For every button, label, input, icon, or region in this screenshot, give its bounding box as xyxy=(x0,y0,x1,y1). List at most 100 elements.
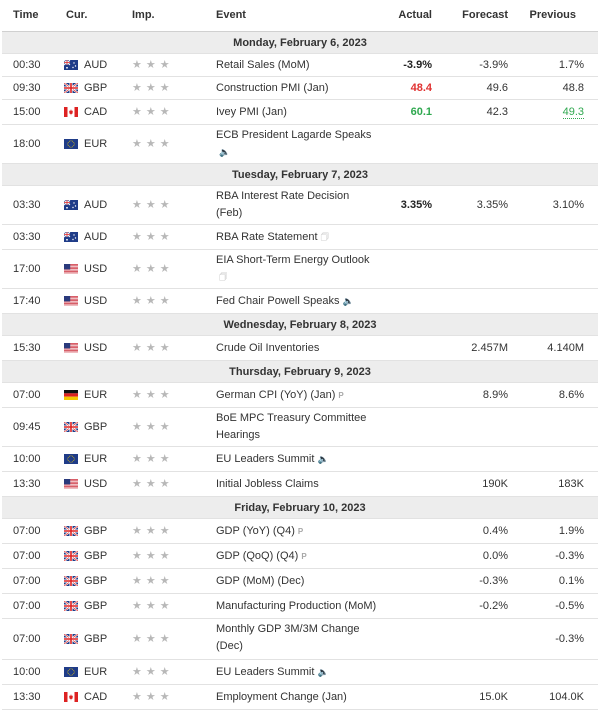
event-label[interactable]: Employment Change (Jan) xyxy=(216,690,347,703)
event-label[interactable]: Manufacturing Production (MoM) xyxy=(216,599,377,612)
event-row-retail-sales-mom[interactable]: 00:30 AUD ★ ★ ★ Retail Sales (MoM) -3.9% -3.9% 1… xyxy=(2,54,598,77)
event-label[interactable]: German CPI (YoY) (Jan) xyxy=(216,388,336,401)
header-event[interactable]: Event xyxy=(216,9,246,21)
event-time: 17:40 xyxy=(13,295,41,307)
event-row-gdp-mom-dec[interactable]: 07:00 GBP ★ ★ ★ GDP (MoM) (Dec) -0.3% 0.1% xyxy=(2,569,598,594)
event-name[interactable]: Monthly GDP 3M/3M Change (Dec) xyxy=(206,619,378,659)
event-row-eu-leaders-summit[interactable]: 10:00 EUR ★ ★ ★ EU Leaders Summit 🔈 xyxy=(2,660,598,685)
event-row-rba-interest-rate-decision-feb[interactable]: 03:30 AUD ★ ★ ★ RBA Interest Rate Decision (F… xyxy=(2,186,598,225)
speaker-icon[interactable]: 🔈 xyxy=(317,666,329,677)
event-name[interactable]: RBA Interest Rate Decision (Feb) xyxy=(206,186,378,224)
header-currency[interactable]: Cur. xyxy=(66,9,88,21)
currency-code: GBP xyxy=(84,575,108,587)
event-label[interactable]: RBA Rate Statement xyxy=(216,230,318,243)
header-previous[interactable]: Previous xyxy=(529,9,576,21)
event-name[interactable]: Retail Sales (MoM) xyxy=(206,54,378,76)
event-label[interactable]: Ivey PMI (Jan) xyxy=(216,105,287,118)
event-name[interactable]: Manufacturing Production (MoM) xyxy=(206,594,378,618)
event-name[interactable]: GDP (MoM) (Dec) xyxy=(206,569,378,593)
event-row-fed-chair-powell-speaks[interactable]: 17:40 USD ★ ★ ★ Fed Chair Powell Speaks 🔈 xyxy=(2,289,598,314)
event-row-rba-rate-statement[interactable]: 03:30 AUD ★ ★ ★ RBA Rate Statement 🗇 xyxy=(2,225,598,250)
event-time: 03:30 xyxy=(13,199,41,211)
header-time[interactable]: Time xyxy=(13,9,39,21)
event-label[interactable]: Construction PMI (Jan) xyxy=(216,81,329,94)
currency-code: USD xyxy=(84,263,108,275)
event-label[interactable]: GDP (YoY) (Q4) xyxy=(216,524,295,537)
header-forecast[interactable]: Forecast xyxy=(462,9,508,21)
event-row-boe-mpc-treasury-committee-hearings[interactable]: 09:45 GBP ★ ★ ★ BoE MPC Treasury Committee He… xyxy=(2,408,598,447)
header-actual[interactable]: Actual xyxy=(398,9,432,21)
event-name[interactable]: Initial Jobless Claims xyxy=(206,472,378,496)
event-actual xyxy=(378,472,434,496)
document-icon[interactable]: 🗇 xyxy=(320,231,329,242)
preliminary-icon[interactable]: P xyxy=(297,526,304,536)
event-label[interactable]: EU Leaders Summit xyxy=(216,452,315,465)
event-row-ivey-pmi-jan[interactable]: 15:00 CAD ★ ★ ★ Ivey PMI (Jan) 60.1 42.3 49.3 xyxy=(2,100,598,125)
event-label[interactable]: EU Leaders Summit xyxy=(216,665,315,678)
event-row-german-cpi-yoy-jan[interactable]: 07:00 EUR ★ ★ ★ German CPI (YoY) (Jan) P 8.9% 8.… xyxy=(2,383,598,408)
event-row-manufacturing-production-mom[interactable]: 07:00 GBP ★ ★ ★ Manufacturing Production (MoM… xyxy=(2,594,598,619)
event-label[interactable]: EIA Short-Term Energy Outlook xyxy=(216,254,370,266)
event-row-monthly-gdp-3m-3m-change-dec[interactable]: 07:00 GBP ★ ★ ★ Monthly GDP 3M/3M Change (Dec… xyxy=(2,619,598,660)
event-label[interactable]: RBA Interest Rate Decision (Feb) xyxy=(216,190,350,219)
event-actual xyxy=(378,289,434,313)
importance-stars: ★ ★ ★ xyxy=(128,447,206,471)
event-row-crude-oil-inventories[interactable]: 15:30 USD ★ ★ ★ Crude Oil Inventories 2.457M 4.… xyxy=(2,336,598,361)
currency-code: EUR xyxy=(84,138,108,150)
event-label[interactable]: GDP (QoQ) (Q4) xyxy=(216,549,299,562)
event-name[interactable]: EIA Short-Term Energy Outlook 🗇 xyxy=(206,250,378,288)
event-name[interactable]: Fed Chair Powell Speaks 🔈 xyxy=(206,289,378,313)
star-icon: ★ xyxy=(159,665,170,678)
event-name[interactable]: Crude Oil Inventories xyxy=(206,336,378,360)
preliminary-icon[interactable]: P xyxy=(338,390,344,400)
event-row-ecb-president-lagarde-speaks[interactable]: 18:00 EUR ★ ★ ★ ECB President Lagarde Speaks🔈 xyxy=(2,125,598,164)
event-row-initial-jobless-claims[interactable]: 13:30 USD ★ ★ ★ Initial Jobless Claims 190K 183… xyxy=(2,472,598,497)
event-label[interactable]: Crude Oil Inventories xyxy=(216,341,320,354)
importance-stars: ★ ★ ★ xyxy=(128,336,206,360)
event-name[interactable]: RBA Rate Statement 🗇 xyxy=(206,225,378,249)
event-name[interactable]: Employment Change (Jan) xyxy=(206,685,378,709)
event-row-gdp-qoq-q4[interactable]: 07:00 GBP ★ ★ ★ GDP (QoQ) (Q4) P 0.0% -0.3% xyxy=(2,544,598,569)
event-label[interactable]: GDP (MoM) (Dec) xyxy=(216,574,305,587)
event-currency: EUR xyxy=(64,660,128,684)
star-icon: ★ xyxy=(132,632,142,645)
event-name[interactable]: BoE MPC Treasury Committee Hearings xyxy=(206,408,378,446)
event-row-eia-short-term-energy-outlook[interactable]: 17:00 USD ★ ★ ★ EIA Short-Term Energy Outlook… xyxy=(2,250,598,289)
event-label[interactable]: BoE MPC Treasury Committee Hearings xyxy=(216,412,367,441)
event-row-construction-pmi-jan[interactable]: 09:30 GBP ★ ★ ★ Construction PMI (Jan) 48.4 49.… xyxy=(2,77,598,100)
event-actual xyxy=(378,594,434,618)
speaker-icon[interactable]: 🔈 xyxy=(219,147,231,157)
speaker-icon[interactable]: 🔈 xyxy=(342,295,354,306)
document-icon[interactable]: 🗇 xyxy=(219,272,228,282)
star-icon: ★ xyxy=(145,690,156,703)
event-label[interactable]: ECB President Lagarde Speaks xyxy=(216,129,372,141)
event-name[interactable]: Ivey PMI (Jan) xyxy=(206,100,378,124)
event-label[interactable]: Retail Sales (MoM) xyxy=(216,58,310,71)
event-name[interactable]: ECB President Lagarde Speaks 🔈 xyxy=(206,125,378,163)
event-name[interactable]: Construction PMI (Jan) xyxy=(206,77,378,99)
ca-flag-icon xyxy=(64,692,78,702)
event-row-eu-leaders-summit[interactable]: 10:00 EUR ★ ★ ★ EU Leaders Summit 🔈 xyxy=(2,447,598,472)
event-label[interactable]: Fed Chair Powell Speaks xyxy=(216,294,340,307)
event-name[interactable]: German CPI (YoY) (Jan) P xyxy=(206,383,378,407)
event-name[interactable]: GDP (QoQ) (Q4) P xyxy=(206,544,378,568)
star-icon: ★ xyxy=(159,388,170,401)
event-forecast: 2.457M xyxy=(471,342,508,354)
event-name[interactable]: GDP (YoY) (Q4) P xyxy=(206,519,378,543)
event-actual xyxy=(378,569,434,593)
header-importance[interactable]: Imp. xyxy=(132,9,155,21)
event-forecast xyxy=(434,289,508,313)
event-label[interactable]: Initial Jobless Claims xyxy=(216,477,319,490)
preliminary-icon[interactable]: P xyxy=(301,551,307,561)
event-currency: GBP xyxy=(64,519,128,543)
event-forecast: 42.3 xyxy=(486,106,508,118)
event-previous xyxy=(508,408,586,446)
event-name[interactable]: EU Leaders Summit 🔈 xyxy=(206,660,378,684)
speaker-icon[interactable]: 🔈 xyxy=(317,453,329,464)
event-name[interactable]: EU Leaders Summit 🔈 xyxy=(206,447,378,471)
event-label[interactable]: Monthly GDP 3M/3M Change (Dec) xyxy=(216,623,360,652)
importance-stars: ★ ★ ★ xyxy=(128,383,206,407)
event-row-gdp-yoy-q4[interactable]: 07:00 GBP ★ ★ ★ GDP (YoY) (Q4) P 0.4% 1.9% xyxy=(2,519,598,544)
event-row-employment-change-jan[interactable]: 13:30 CAD ★ ★ ★ Employment Change (Jan) 15.0K 1… xyxy=(2,685,598,710)
